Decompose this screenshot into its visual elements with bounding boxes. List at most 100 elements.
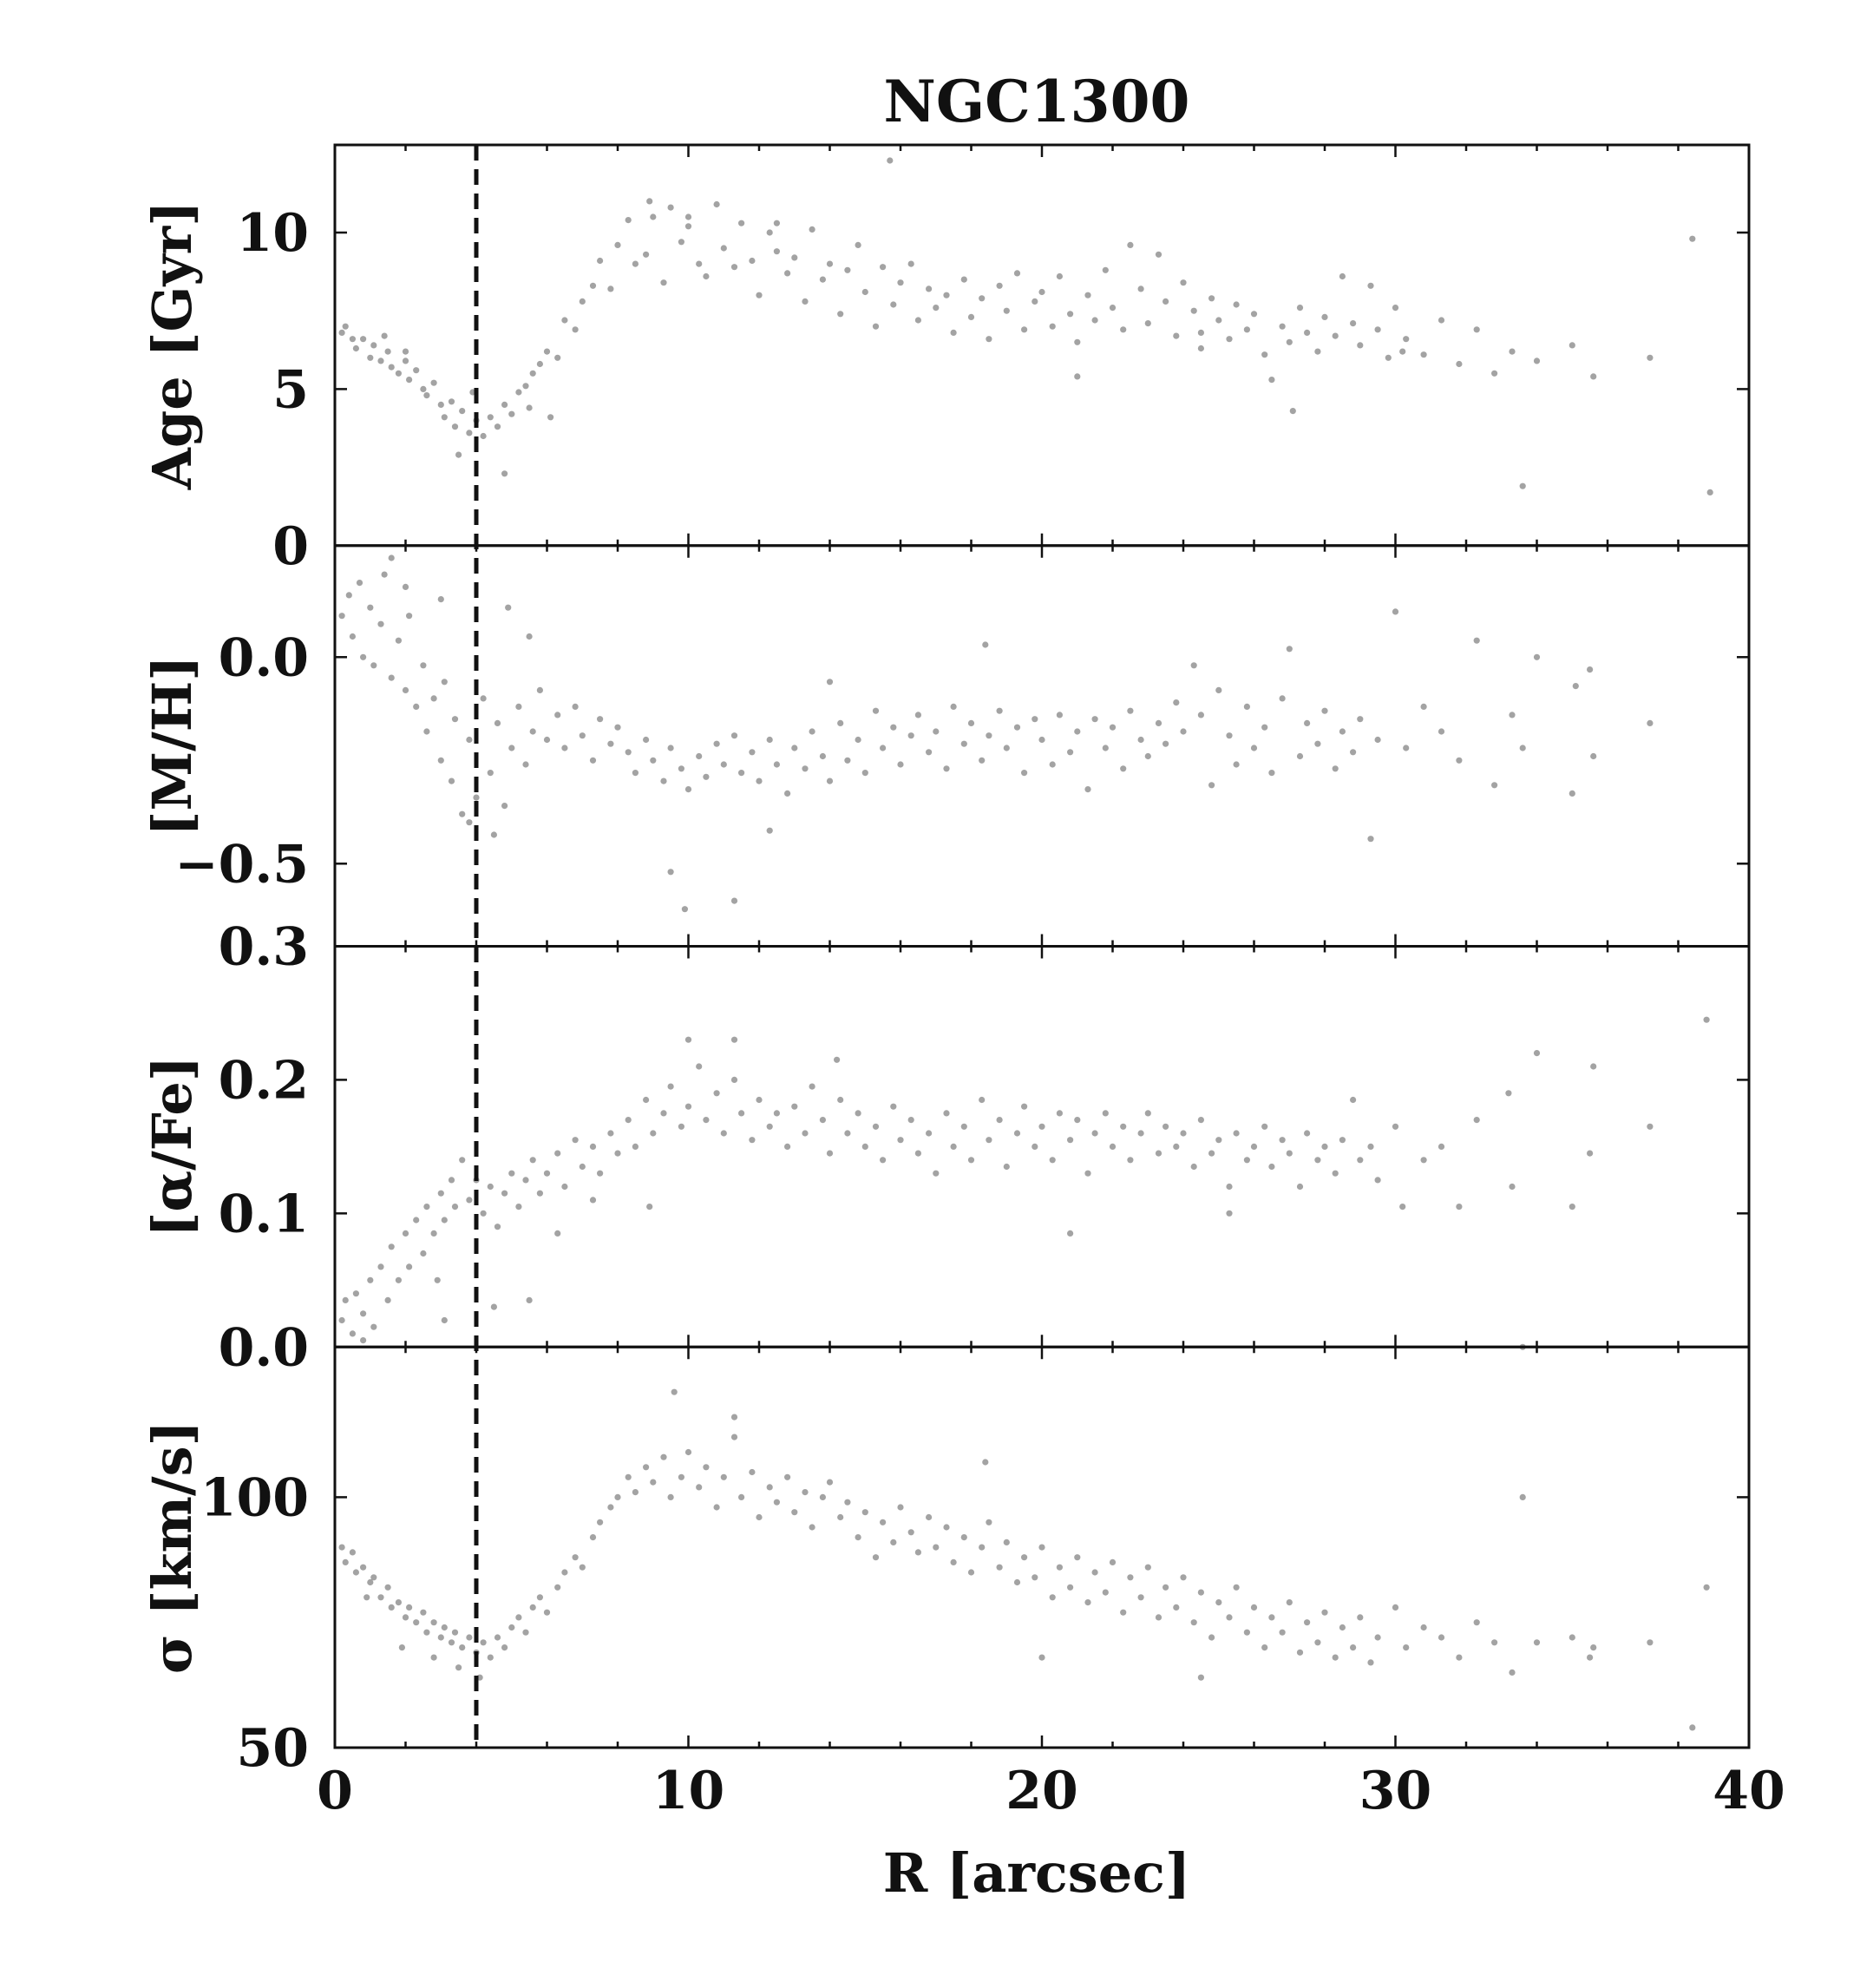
data-point xyxy=(773,761,781,768)
data-point xyxy=(367,604,374,611)
data-point xyxy=(684,213,692,220)
data-point xyxy=(526,633,533,640)
data-point xyxy=(1403,336,1410,343)
data-point xyxy=(1706,489,1713,496)
data-point xyxy=(579,1564,586,1571)
data-point xyxy=(466,1197,473,1204)
data-point xyxy=(515,389,522,396)
data-point xyxy=(1197,1589,1204,1596)
data-point xyxy=(395,1599,402,1606)
data-point xyxy=(713,1090,720,1097)
data-point xyxy=(1357,1614,1364,1621)
data-point xyxy=(890,1103,897,1110)
data-point xyxy=(1233,1130,1240,1137)
data-point xyxy=(1162,1584,1169,1591)
data-point xyxy=(448,777,455,784)
data-point xyxy=(1569,790,1575,797)
data-point xyxy=(614,724,621,731)
data-point xyxy=(1367,836,1374,843)
data-point xyxy=(1162,740,1169,747)
data-point xyxy=(423,1629,430,1636)
data-point xyxy=(802,1130,809,1137)
data-point xyxy=(1226,732,1233,739)
data-point xyxy=(1399,348,1406,355)
data-point xyxy=(1590,1063,1597,1070)
data-point xyxy=(480,1210,487,1217)
data-point xyxy=(597,716,604,723)
data-point xyxy=(395,1276,402,1283)
data-point xyxy=(730,732,738,739)
data-point xyxy=(1268,1163,1275,1171)
data-point xyxy=(696,260,703,267)
data-point xyxy=(1056,272,1063,280)
data-point xyxy=(1127,1574,1134,1581)
y-tick-label: 0.2 xyxy=(219,1050,309,1111)
data-point xyxy=(1304,719,1311,727)
data-point xyxy=(784,1143,791,1150)
y-axis-label-sigma: σ [km/s] xyxy=(141,1420,204,1674)
data-point xyxy=(1226,1183,1233,1191)
data-point xyxy=(384,1584,391,1591)
data-point xyxy=(1473,1117,1480,1124)
data-point xyxy=(406,1263,413,1270)
data-point xyxy=(607,1130,614,1137)
data-point xyxy=(1144,752,1151,760)
data-point xyxy=(1590,752,1597,760)
data-point xyxy=(738,1493,745,1500)
data-point xyxy=(487,414,494,421)
data-point xyxy=(1250,311,1258,318)
data-point xyxy=(529,1157,536,1164)
x-tick-label: 20 xyxy=(1005,1761,1078,1821)
data-point xyxy=(437,1634,444,1641)
data-point xyxy=(501,1190,508,1197)
data-point xyxy=(678,1123,685,1130)
data-point xyxy=(650,757,657,764)
data-point xyxy=(1049,1594,1056,1601)
data-point xyxy=(986,732,992,739)
data-point xyxy=(1367,282,1374,289)
data-point xyxy=(1243,703,1250,711)
data-point xyxy=(1049,1157,1056,1164)
data-point xyxy=(529,370,536,377)
data-point xyxy=(837,1513,844,1521)
data-point xyxy=(1021,326,1028,333)
data-point xyxy=(1215,317,1222,324)
data-point xyxy=(713,1504,720,1511)
data-point xyxy=(730,1036,738,1043)
data-point xyxy=(678,1473,685,1480)
data-point xyxy=(1067,311,1074,318)
data-point xyxy=(1647,354,1654,361)
data-point xyxy=(338,1316,345,1324)
data-point xyxy=(370,342,377,349)
data-point xyxy=(1109,1143,1117,1150)
data-point xyxy=(1569,1634,1575,1641)
data-point xyxy=(589,1534,597,1541)
data-point xyxy=(1279,1137,1286,1144)
data-point xyxy=(646,198,653,205)
data-point xyxy=(395,637,402,644)
data-point xyxy=(1491,782,1498,789)
data-point xyxy=(979,1544,986,1551)
data-point xyxy=(684,223,692,230)
data-point xyxy=(430,695,437,702)
data-point xyxy=(1332,332,1339,339)
data-point xyxy=(713,740,720,747)
data-point xyxy=(819,752,827,760)
data-point xyxy=(625,749,632,756)
data-point xyxy=(466,1634,473,1641)
data-point xyxy=(381,332,388,339)
data-point xyxy=(589,1143,597,1150)
data-point xyxy=(696,1484,703,1491)
data-point xyxy=(480,1639,487,1646)
data-point xyxy=(730,1434,738,1440)
data-point xyxy=(730,1414,738,1420)
data-point xyxy=(1350,1096,1357,1104)
data-point xyxy=(370,1323,377,1330)
data-point xyxy=(1519,482,1526,489)
data-point xyxy=(1509,712,1516,718)
data-point xyxy=(430,379,437,386)
data-point xyxy=(897,761,904,768)
data-point xyxy=(349,1549,356,1556)
data-point xyxy=(766,1484,773,1491)
data-point xyxy=(996,1564,1003,1571)
